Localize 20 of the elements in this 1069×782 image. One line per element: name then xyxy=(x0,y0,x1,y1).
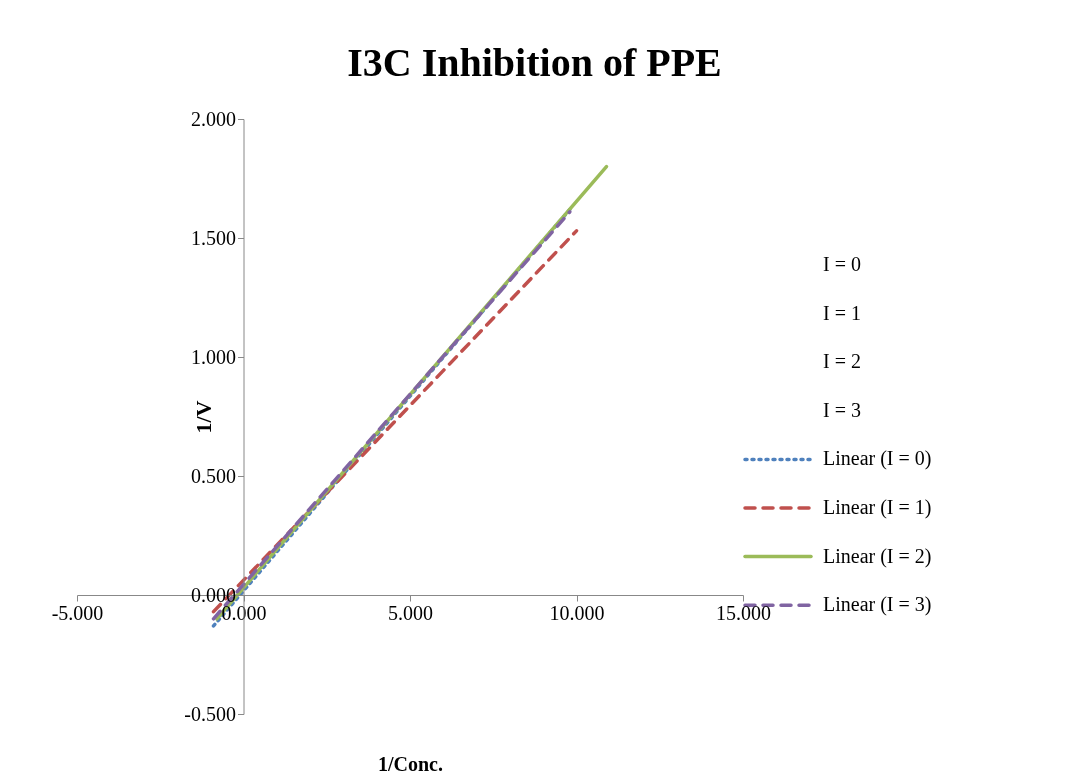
legend-label: Linear (I = 3) xyxy=(823,593,932,617)
x-tick-label: 15.000 xyxy=(716,601,771,624)
text: I = 1 xyxy=(823,301,861,324)
y-tick-label: 2.000 xyxy=(191,107,236,130)
legend-label: Linear (I = 0) xyxy=(823,447,932,471)
x-tick-label: 10.000 xyxy=(549,601,605,624)
y-tick-label: 1.000 xyxy=(191,345,236,368)
legend-label: Linear (I = 2) xyxy=(823,544,932,568)
text: I = 3 xyxy=(823,398,861,421)
text: I = 2 xyxy=(823,350,861,373)
y-tick-label: 0.500 xyxy=(191,464,236,487)
y-axis-title: 1/V xyxy=(190,400,216,434)
x-axis-title: 1/Conc. xyxy=(378,752,443,775)
legend-label: Linear (I = 1) xyxy=(823,496,932,519)
y-tick-label: -0.500 xyxy=(184,702,236,725)
x-tick-label: -5.000 xyxy=(51,601,104,624)
y-tick-label: 1.500 xyxy=(191,226,236,249)
x-tick-label: 5.000 xyxy=(388,601,433,624)
chart-title: I3C Inhibition of PPE xyxy=(347,40,722,85)
text: I = 0 xyxy=(823,253,861,275)
